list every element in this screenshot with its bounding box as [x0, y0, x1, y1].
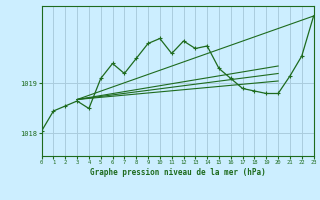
- X-axis label: Graphe pression niveau de la mer (hPa): Graphe pression niveau de la mer (hPa): [90, 168, 266, 177]
